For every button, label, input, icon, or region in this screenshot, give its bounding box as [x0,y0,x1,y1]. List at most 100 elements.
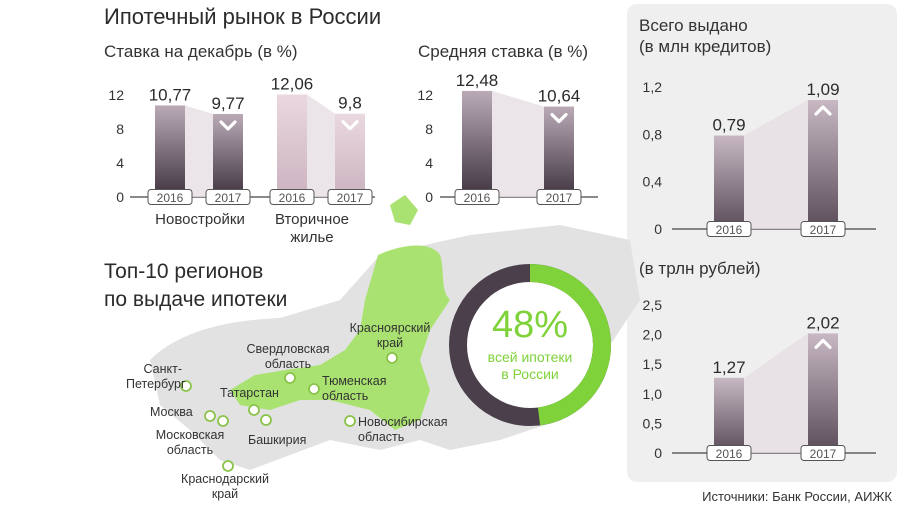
donut-percent: 48% [491,304,569,346]
average-rate-2017-year-label: 2017 [546,191,573,205]
secondary-2016-year-pill [269,189,315,205]
new-build-2017-year-pill [205,189,251,205]
secondary-2017-bar [335,113,365,197]
new-build-2017-value-label: 9,77 [211,94,244,113]
issued-count-subtitle-2: (в млн кредитов) [639,37,772,56]
dot-spb [180,380,192,392]
region-label-sverdlovsk: Свердловская область [246,342,330,371]
dot-moscow-obl [217,415,229,427]
dot-bashkiria [260,414,272,426]
source-note: Источники: Банк России, АИЖК [702,489,892,504]
issued-count-tick: 1,2 [643,79,663,95]
average-rate-2016-year-label: 2016 [464,191,491,205]
region-dots [180,352,398,472]
issued-volume-2017-year-label: 2017 [810,447,837,461]
new-build-connector [185,105,213,197]
secondary-2016-year-label: 2016 [279,191,306,205]
secondary-connector [307,94,335,197]
region-label-novosibirsk: Новосибирская область [358,415,448,444]
new-build-2016-year-label: 2016 [157,191,184,205]
map-green-north [390,195,418,225]
issued-volume-2017-value-label: 2,02 [806,313,839,332]
issued-volume-2016-value-label: 1,27 [712,358,745,377]
issued-count-connector [744,100,808,230]
issued-volume-2016-year-label: 2016 [716,447,743,461]
region-label-moscow: Москва [150,405,193,419]
region-label-tyumen: Тюменская область [322,374,387,403]
issued-volume-tick: 2,5 [643,297,663,313]
dot-tyumen [308,383,320,395]
issued-count-tick: 0,8 [643,126,663,142]
issued-count-subtitle-1: Всего выдано [639,16,748,35]
issued-volume-tick: 2,0 [643,327,663,343]
secondary-2016-bar [277,94,307,197]
issued-count-2016-year-pill [706,221,752,237]
rate-december-tick: 0 [116,189,124,205]
region-label-bashkiria: Башкирия [248,433,307,447]
group-caption-secondary: Вторичное жилье [274,211,350,246]
average-rate-subtitle: Средняя ставка (в %) [418,42,589,61]
issued-volume-2017-bar [808,333,838,453]
issued-count-tick: 0,4 [643,174,663,190]
dot-novosibirsk [344,415,356,427]
dot-krasnodar [222,460,234,472]
issued-volume-connector [744,333,808,453]
region-label-tatarstan: Татарстан [220,386,279,400]
region-label-krasnodar: Краснодарский край [181,472,269,501]
new-build-2017-bar [213,113,243,197]
dot-krasnoyarsk [386,352,398,364]
issued-count-2017-arrow-up-icon [814,105,832,116]
dot-tatarstan [248,404,260,416]
new-build-2016-value-label: 10,77 [149,85,192,104]
rate-december-tick: 4 [116,155,124,171]
average-rate-2017-value-label: 10,64 [538,87,581,106]
issued-count-2016-bar [714,135,744,229]
issued-volume-2017-year-pill [800,445,846,461]
secondary-2017-year-pill [327,189,373,205]
new-build-2017-arrow-down-icon [219,120,237,131]
new-build-2016-year-pill [147,189,193,205]
group-caption-new: Новостройки [155,211,245,228]
secondary-2017-arrow-down-icon [341,120,359,131]
issued-volume-2016-bar [714,377,744,453]
rate-december-subtitle: Ставка на декабрь (в %) [104,42,298,61]
average-rate-2017-arrow-down-icon [550,112,568,124]
issued-volume-2017-arrow-up-icon [814,338,832,350]
issued-count-2017-value-label: 1,09 [806,80,839,99]
map-green-region [230,245,450,430]
average-rate-tick: 8 [425,121,433,137]
donut-share [529,264,611,426]
secondary-2016-value-label: 12,06 [271,74,314,93]
dot-moscow [204,410,216,422]
issued-volume-tick: 0,5 [643,415,663,431]
issued-count-2016-year-label: 2016 [716,223,743,237]
regions-donut [449,264,611,426]
issued-count-2017-year-label: 2017 [810,223,837,237]
issued-volume-subtitle: (в трлн рублей) [639,259,761,278]
issued-count-2017-bar [808,100,838,230]
donut-text-2: в России [501,366,559,382]
average-rate-2017-year-pill [536,189,582,205]
regions-title-1: Топ-10 регионов [104,260,264,283]
average-rate-2016-year-pill [454,189,500,205]
rate-december-tick: 12 [108,87,124,103]
region-label-krasnoyarsk: Красноярский край [349,321,431,350]
issued-count-tick: 0 [654,221,662,237]
new-build-2017-year-label: 2017 [215,191,242,205]
average-rate-connector [492,90,544,197]
average-rate-tick: 0 [425,189,433,205]
issued-volume-tick: 1,0 [643,386,663,402]
issued-volume-2016-year-pill [706,445,752,461]
average-rate-2016-value-label: 12,48 [456,71,499,90]
secondary-2017-year-label: 2017 [337,191,364,205]
main-title: Ипотечный рынок в России [104,4,382,29]
issued-count-2016-value-label: 0,79 [712,116,745,135]
rate-december-tick: 8 [116,121,124,137]
region-label-spb: Санкт- Петербург [126,362,186,391]
regions-title-2: по выдаче ипотеки [104,288,288,311]
region-label-moscow-obl: Московская область [155,428,225,457]
issued-volume-tick: 1,5 [643,356,663,372]
issued-count-2017-year-pill [800,221,846,237]
donut-text-1: всей ипотеки [487,349,573,365]
